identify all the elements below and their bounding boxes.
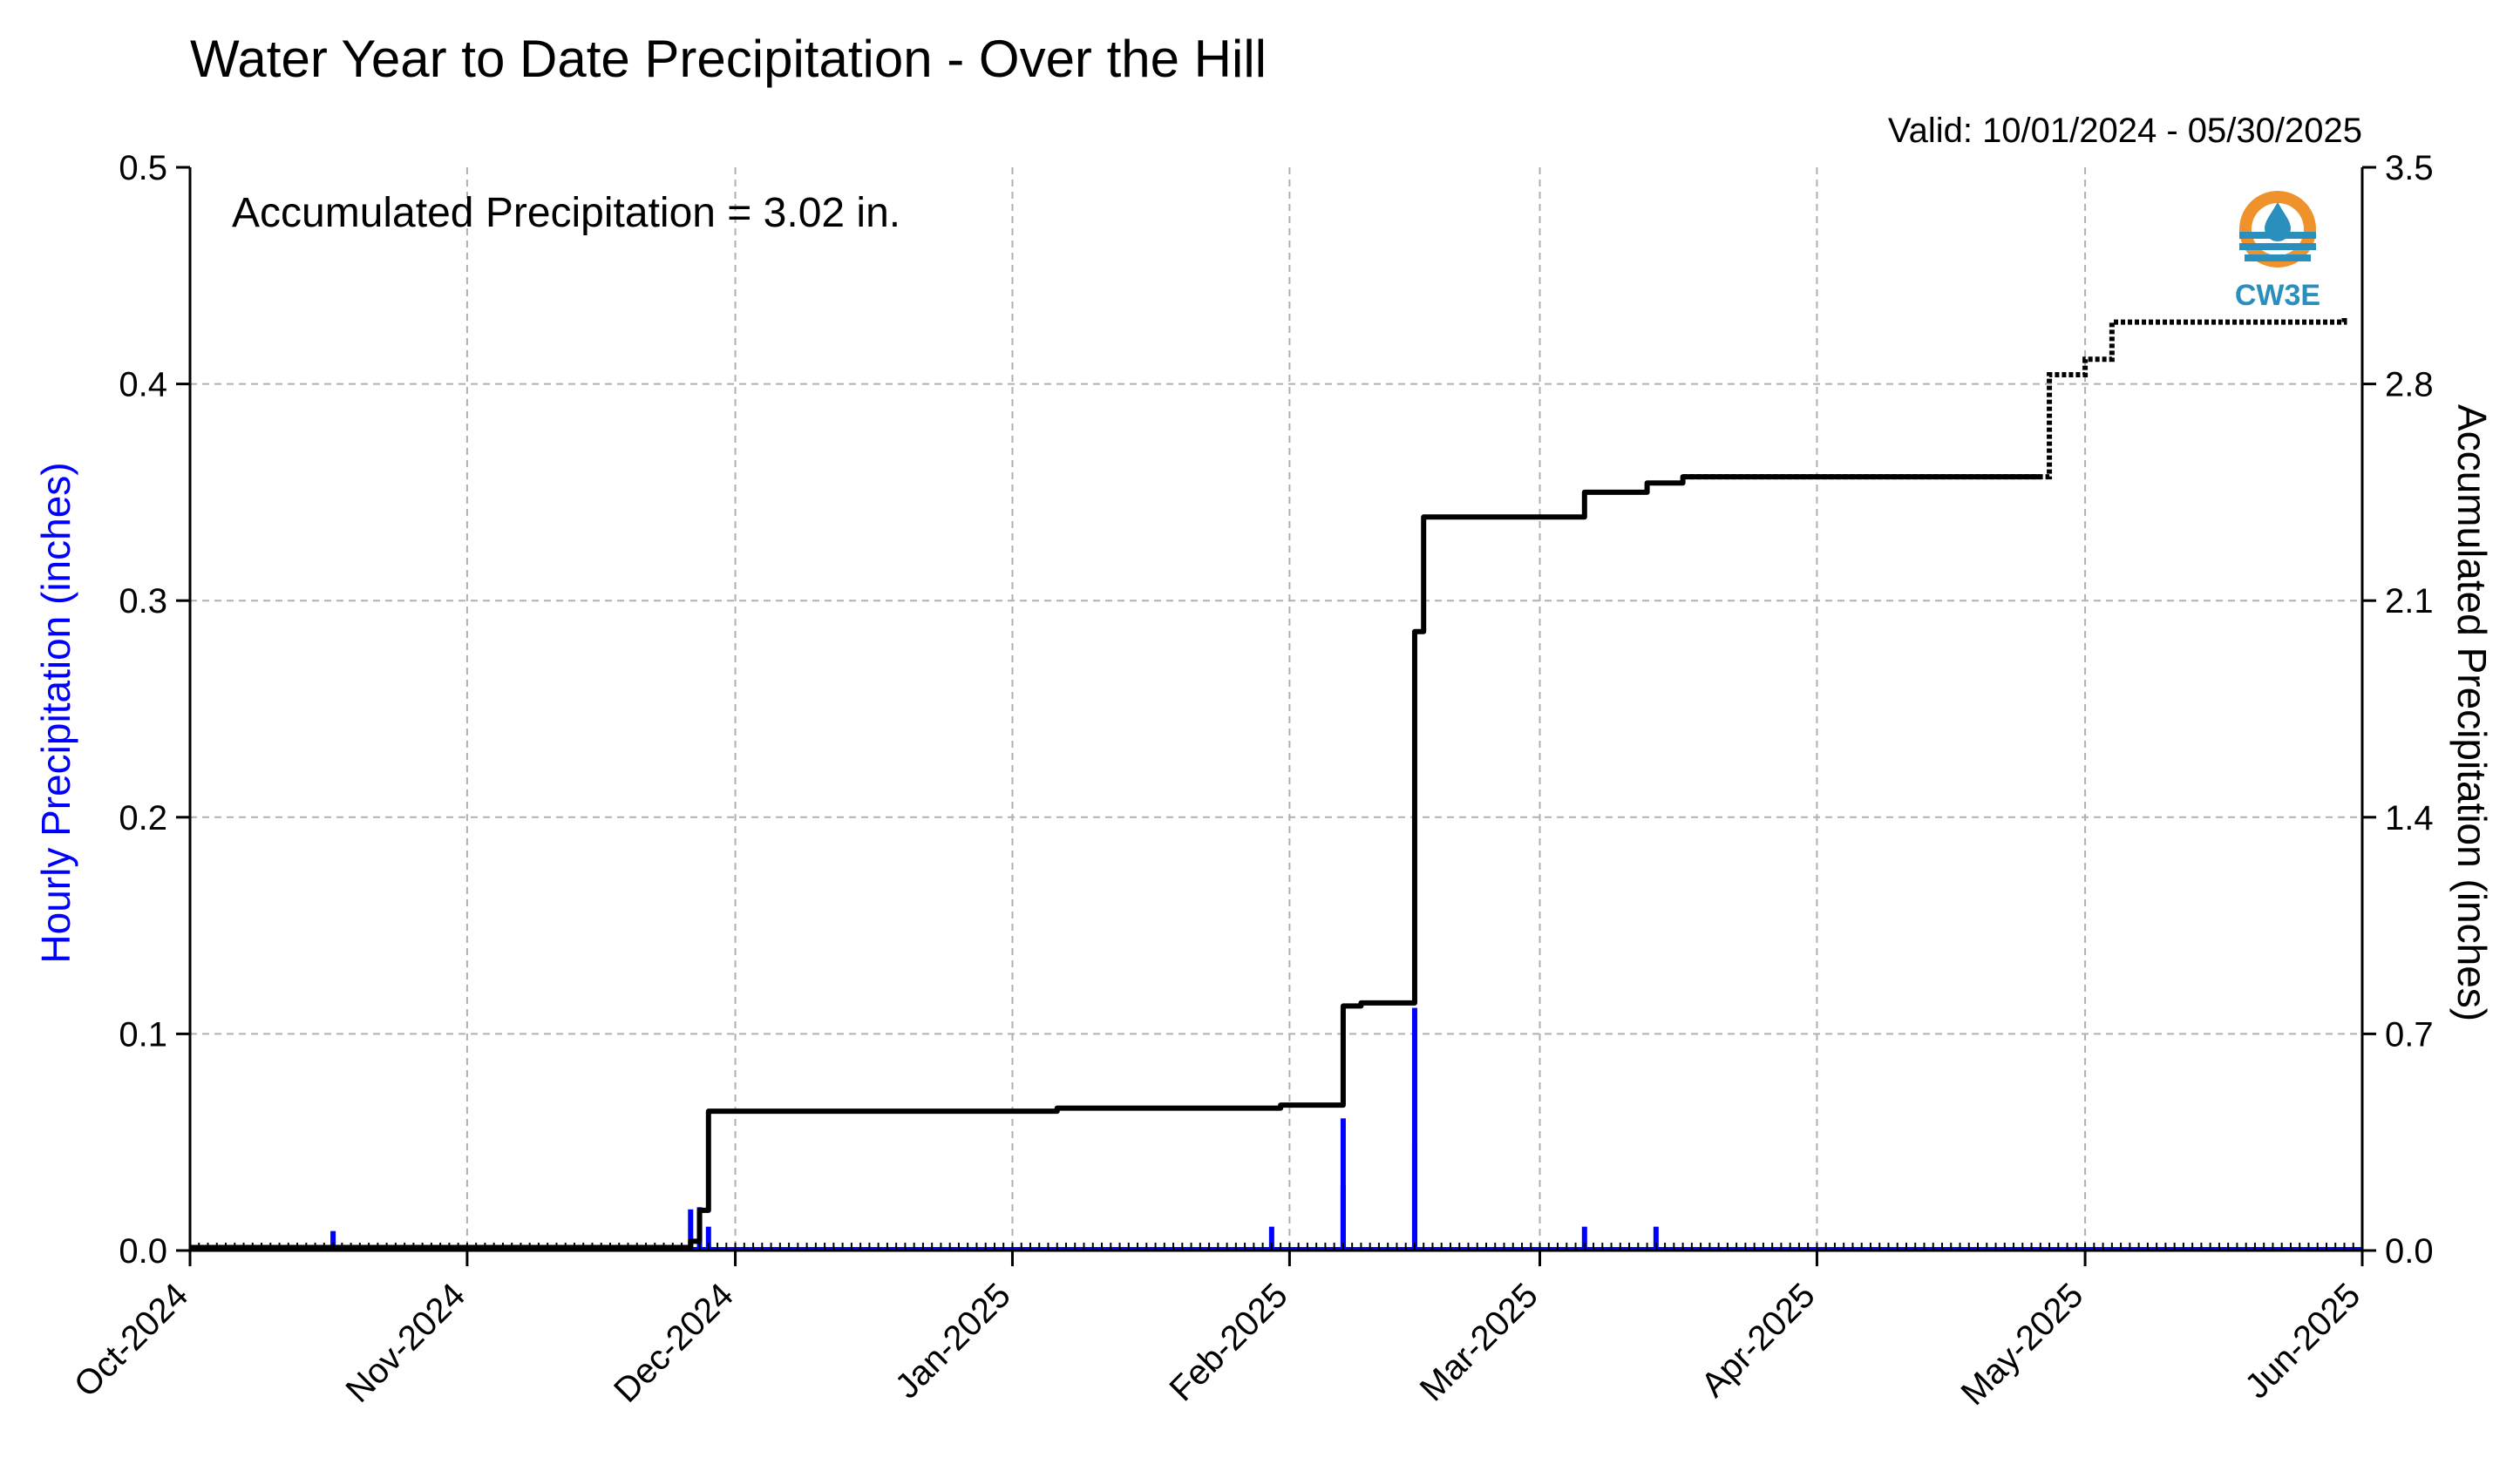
y-right-tick-label: 2.1	[2385, 582, 2434, 620]
y-left-tick-label: 0.1	[119, 1015, 167, 1054]
y-left-tick-label: 0.4	[119, 366, 167, 404]
accumulated-dotted-line	[1682, 315, 2347, 480]
grid-lines	[190, 167, 2362, 1251]
hourly-bar	[1411, 1142, 1417, 1251]
chart-title: Water Year to Date Precipitation - Over …	[190, 30, 1267, 88]
x-tick-label: Jun-2025	[2238, 1276, 2367, 1406]
y-axis-label-left: Hourly Precipitation (inches)	[33, 462, 78, 963]
accumulated-step-line	[190, 474, 2041, 1251]
axes: Oct-2024 Nov-2024 Dec-2024 Jan-2025 Feb-2025…	[67, 149, 2434, 1413]
y-right-tick-label: 2.8	[2385, 366, 2434, 404]
hourly-bar	[1411, 1007, 1417, 1251]
y-axis-label-right: Accumulated Precipitation (inches)	[2449, 404, 2495, 1021]
y-left-tick-label: 0.3	[119, 582, 167, 620]
hourly-bar	[1340, 1118, 1346, 1251]
hourly-bar	[705, 1226, 711, 1251]
accumulated-annotation: Accumulated Precipitation = 3.02 in.	[232, 190, 900, 236]
valid-date-range: Valid: 10/01/2024 - 05/30/2025	[1888, 112, 2362, 150]
x-tick-label: Oct-2024	[67, 1276, 195, 1404]
hourly-bar	[1268, 1226, 1274, 1251]
x-tick-label: Mar-2025	[1413, 1276, 1545, 1408]
y-right-tick-label: 3.5	[2385, 149, 2434, 187]
cw3e-logo: CW3E	[2235, 191, 2320, 312]
logo-drop-icon	[2265, 202, 2291, 241]
y-left-tick-label: 0.5	[119, 149, 167, 187]
y-right-tick-label: 0.7	[2385, 1015, 2434, 1054]
x-tick-label: Apr-2025	[1694, 1276, 1822, 1404]
logo-wave-3	[2245, 254, 2311, 261]
x-tick-label: Jan-2025	[888, 1276, 1018, 1406]
logo-text: CW3E	[2235, 279, 2320, 312]
hourly-bar	[1581, 1226, 1587, 1251]
hourly-bar	[1653, 1226, 1659, 1251]
x-tick-label: Nov-2024	[339, 1276, 473, 1410]
x-tick-label: Feb-2025	[1163, 1276, 1295, 1408]
y-right-tick-label: 0.0	[2385, 1232, 2434, 1271]
y-left-tick-label: 0.0	[119, 1232, 167, 1271]
accumulated-line	[190, 315, 2347, 1251]
hourly-bar	[688, 1209, 694, 1251]
x-tick-label: Dec-2024	[607, 1276, 741, 1410]
hourly-bar	[330, 1230, 336, 1251]
y-right-tick-label: 1.4	[2385, 799, 2434, 837]
x-tick-label: May-2025	[1954, 1276, 2091, 1413]
hourly-bar	[1340, 1185, 1346, 1251]
y-left-tick-label: 0.2	[119, 799, 167, 837]
hourly-bars	[190, 1007, 2362, 1251]
logo-wave-2	[2239, 243, 2316, 250]
